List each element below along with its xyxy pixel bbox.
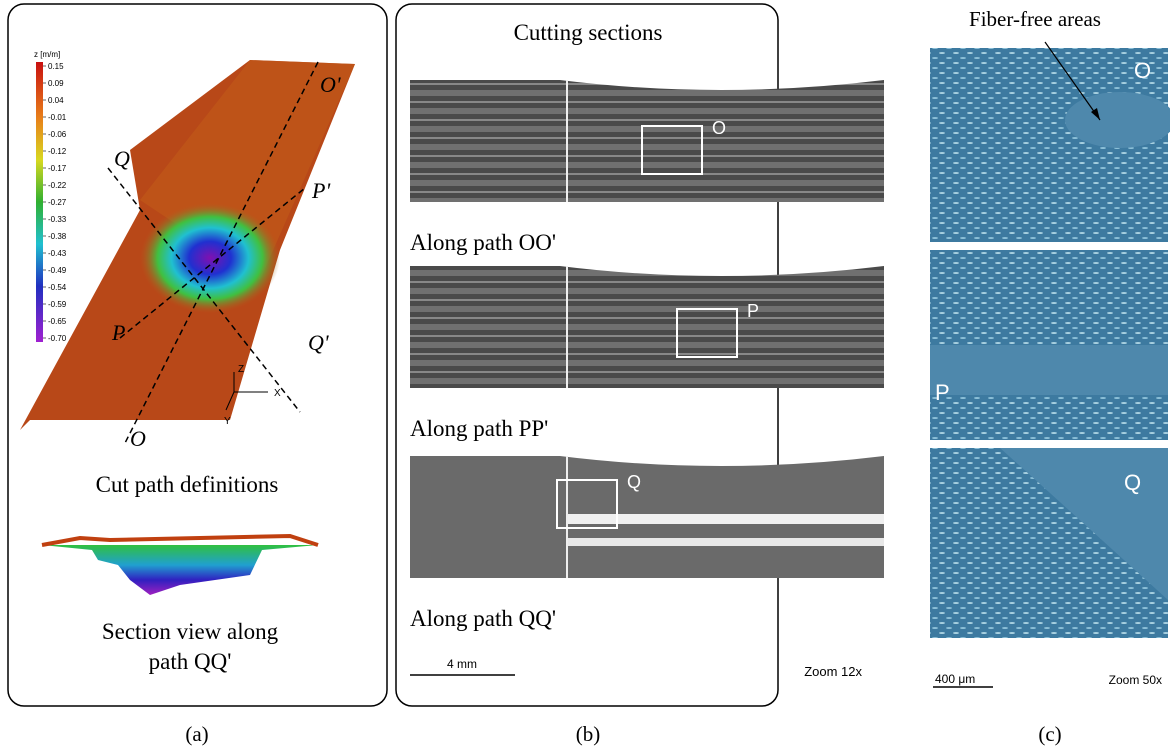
colorbar-label: -0.22 bbox=[48, 181, 67, 190]
panel-label: (b) bbox=[576, 722, 601, 746]
colorbar-label: -0.70 bbox=[48, 334, 67, 343]
section-caption: Along path OO' bbox=[410, 230, 556, 255]
colorbar-label: -0.01 bbox=[48, 113, 67, 122]
colorbar-label: -0.38 bbox=[48, 232, 67, 241]
zoom-label: Zoom 50x bbox=[1109, 673, 1162, 687]
colorbar-label: -0.59 bbox=[48, 300, 67, 309]
section-caption: Along path QQ' bbox=[410, 606, 556, 631]
colorbar-label: -0.17 bbox=[48, 164, 67, 173]
caption: Section view along bbox=[102, 619, 279, 644]
fiber-free-band bbox=[567, 538, 884, 546]
fiber-free-area bbox=[930, 345, 1168, 395]
scale-label: 400 μm bbox=[935, 672, 975, 686]
colorbar-title: z [m/m] bbox=[34, 50, 60, 59]
section-marker: P bbox=[747, 301, 759, 321]
fiber-free-band bbox=[567, 514, 884, 524]
fiber-free-area bbox=[1065, 92, 1170, 148]
figure: z [m/m] 0.15 0.09 0.04 -0.01 -0.06 -0.12 -0.17… bbox=[0, 0, 1170, 751]
colorbar-label: -0.27 bbox=[48, 198, 67, 207]
micrograph-marker: O bbox=[1134, 58, 1151, 83]
caption: Cut path definitions bbox=[96, 472, 279, 497]
path-label: P' bbox=[311, 178, 330, 203]
section-image bbox=[410, 266, 884, 388]
path-label: Q bbox=[114, 146, 130, 171]
section-marker: Q bbox=[627, 472, 641, 492]
colorbar-label: 0.04 bbox=[48, 96, 64, 105]
path-label: Q' bbox=[308, 330, 329, 355]
caption: path QQ' bbox=[149, 649, 232, 674]
axis-label: Z bbox=[238, 364, 244, 375]
panel-title: Cutting sections bbox=[514, 20, 663, 45]
annotation: Fiber-free areas bbox=[969, 7, 1101, 31]
colorbar-label: -0.65 bbox=[48, 317, 67, 326]
panel-label: (a) bbox=[185, 722, 208, 746]
axis-label: X bbox=[274, 388, 281, 399]
micrograph-marker: P bbox=[935, 380, 950, 405]
path-label: O bbox=[130, 426, 146, 451]
zoom-label: Zoom 12x bbox=[804, 664, 862, 679]
colorbar-label: -0.49 bbox=[48, 266, 67, 275]
colorbar-label: 0.09 bbox=[48, 79, 64, 88]
axis-label: Y bbox=[224, 416, 231, 427]
colorbar-label: -0.06 bbox=[48, 130, 67, 139]
scale-label: 4 mm bbox=[447, 657, 477, 671]
path-label: P bbox=[111, 320, 125, 345]
colorbar-label: -0.33 bbox=[48, 215, 67, 224]
section-image bbox=[410, 80, 884, 202]
colorbar-label: -0.12 bbox=[48, 147, 67, 156]
section-caption: Along path PP' bbox=[410, 416, 548, 441]
micrograph-marker: Q bbox=[1124, 470, 1141, 495]
panel-label: (c) bbox=[1038, 722, 1061, 746]
colorbar-label: -0.43 bbox=[48, 249, 67, 258]
section-marker: O bbox=[712, 118, 726, 138]
colorbar-label: -0.54 bbox=[48, 283, 67, 292]
path-label: O' bbox=[320, 72, 341, 97]
colorbar-label: 0.15 bbox=[48, 62, 64, 71]
colorbar bbox=[36, 62, 43, 342]
